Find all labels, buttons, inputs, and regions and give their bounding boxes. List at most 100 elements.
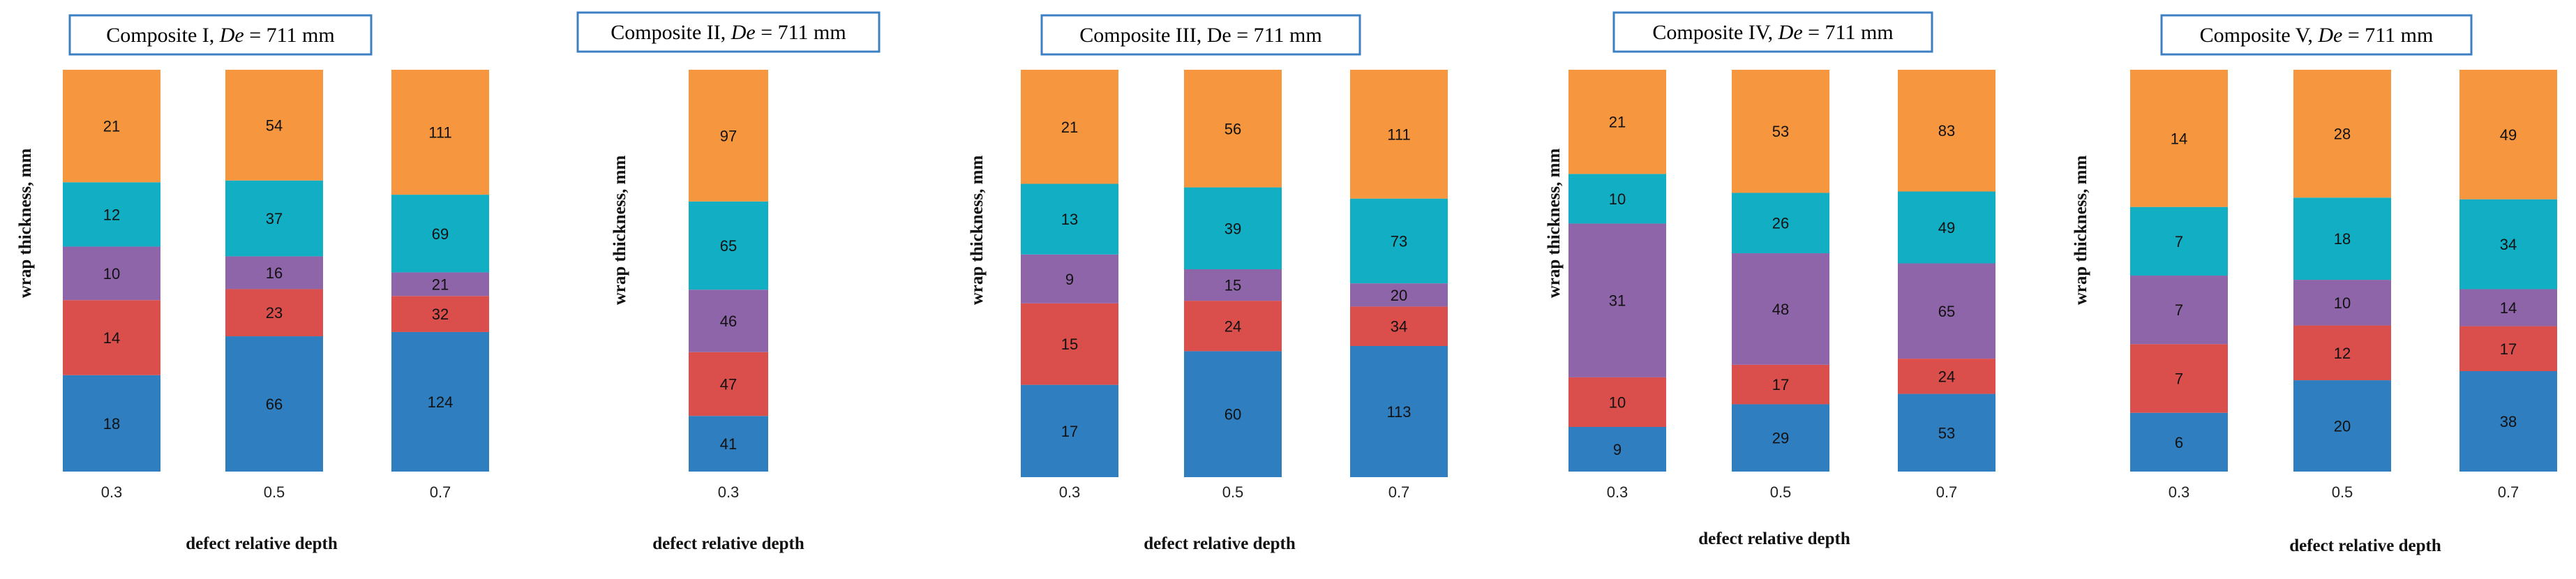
chart-title-box (1612, 11, 1933, 53)
data-label: 9 (1613, 441, 1622, 458)
bar-segment-0.7-layer4 (2459, 199, 2557, 290)
data-label: 17 (1061, 423, 1078, 440)
data-label: 60 (1225, 406, 1241, 423)
bar-segment-0.5-layer5 (1732, 70, 1829, 193)
bar-segment-0.5-layer4 (1732, 193, 1829, 254)
data-label: 12 (103, 206, 120, 223)
y-axis-label: wrap thickness, mm (611, 156, 629, 306)
data-label: 34 (2500, 236, 2517, 253)
data-label: 24 (1938, 368, 1955, 385)
chart-panel-5: Composite V, De = 711 mm wrap thickness, … (2072, 14, 2557, 555)
bar-segment-0.3-layer5 (1568, 70, 1666, 174)
data-label: 46 (720, 313, 737, 330)
chart-title: Composite V, De = 711 mm (2200, 24, 2434, 47)
data-label: 10 (1609, 393, 1626, 411)
data-label: 16 (266, 264, 283, 282)
bar-segment-0.5-layer5 (2293, 70, 2391, 198)
bar-segment-0.3-layer5 (63, 70, 160, 183)
bar-segment-0.5-layer3 (225, 256, 323, 290)
bar-segment-0.3-layer2 (1568, 377, 1666, 427)
bar-segment-0.3-layer1 (1568, 427, 1666, 472)
data-label: 14 (2500, 299, 2517, 317)
chart-title-box (68, 14, 373, 56)
bar-segment-0.5-layer1 (2293, 380, 2391, 472)
data-label: 56 (1225, 120, 1241, 137)
bar-segment-0.3-layer4 (2130, 206, 2228, 276)
bar-segment-0.7-layer5 (2459, 70, 2557, 200)
data-label: 7 (2175, 301, 2183, 319)
data-label: 7 (2175, 233, 2183, 250)
bar-segment-0.7-layer5 (1350, 70, 1448, 199)
data-label: 21 (103, 118, 120, 135)
data-label: 6 (2175, 434, 2183, 451)
bar-segment-0.7-layer5 (391, 70, 489, 195)
bar-segment-0.7-layer2 (1898, 359, 1995, 394)
data-label: 111 (1387, 126, 1410, 143)
data-label: 18 (2334, 230, 2351, 248)
chart-title-box (1040, 14, 1361, 56)
data-label: 17 (1772, 376, 1789, 393)
bar-segment-0.7-layer2 (1350, 306, 1448, 346)
chart-title: Composite III, De = 711 mm (1079, 24, 1321, 47)
data-label: 29 (1772, 430, 1789, 447)
data-label: 111 (428, 124, 451, 142)
data-label: 12 (2334, 345, 2351, 362)
bar-segment-0.3-layer4 (689, 201, 768, 290)
x-tick-label: 0.3 (718, 483, 740, 501)
bar-segment-0.3-layer1 (1021, 384, 1118, 477)
data-label: 65 (720, 237, 737, 255)
data-label: 31 (1609, 292, 1626, 310)
data-label: 18 (103, 415, 120, 433)
bar-segment-0.5-layer2 (225, 289, 323, 337)
data-label: 21 (1609, 114, 1626, 131)
bar-segment-0.7-layer1 (391, 331, 489, 472)
bar-segment-0.3-layer3 (1568, 223, 1666, 377)
bar-segment-0.5-layer4 (225, 180, 323, 257)
x-tick-label: 0.7 (2498, 483, 2519, 501)
data-label: 13 (1061, 211, 1078, 228)
bar-segment-0.7-layer2 (2459, 326, 2557, 371)
data-label: 53 (1772, 123, 1789, 140)
bar-segment-0.3-layer3 (2130, 276, 2228, 345)
bar-segment-0.5-layer2 (1184, 301, 1282, 352)
chart-title: Composite II, De = 711 mm (611, 21, 846, 44)
bar-segment-0.3-layer2 (1021, 303, 1118, 385)
y-axis-label: wrap thickness, mm (1545, 149, 1564, 299)
x-tick-label: 0.3 (2169, 483, 2190, 501)
data-label: 10 (1609, 190, 1626, 208)
bar-segment-0.5-layer4 (2293, 197, 2391, 280)
chart-panel-4: Composite IV, De = 711 mm wrap thickness,… (1545, 11, 1995, 548)
x-tick-label: 0.3 (1607, 483, 1628, 501)
data-label: 15 (1061, 336, 1078, 353)
x-tick-label: 0.7 (430, 483, 451, 501)
y-axis-label: wrap thickness, mm (16, 149, 35, 299)
data-label: 14 (103, 329, 120, 347)
x-axis-label: defect relative depth (1698, 529, 1850, 548)
chart-title-box (2160, 14, 2473, 56)
x-tick-label: 0.5 (1770, 483, 1792, 501)
bar-segment-0.7-layer3 (391, 272, 489, 296)
data-label: 41 (720, 435, 737, 453)
data-label: 49 (1938, 219, 1955, 236)
data-label: 37 (266, 210, 283, 227)
bar-segment-0.5-layer1 (1732, 404, 1829, 472)
bar-segment-0.7-layer3 (1350, 283, 1448, 307)
data-label: 113 (1386, 403, 1411, 421)
data-label: 38 (2500, 413, 2517, 430)
y-axis-label: wrap thickness, mm (2072, 156, 2090, 306)
y-axis-label: wrap thickness, mm (968, 156, 987, 306)
data-label: 97 (720, 127, 737, 144)
bar-segment-0.7-layer1 (1350, 345, 1448, 477)
data-label: 15 (1225, 277, 1241, 294)
bar-segment-0.5-layer5 (225, 70, 323, 181)
data-label: 23 (266, 304, 283, 322)
x-tick-label: 0.5 (1222, 483, 1244, 501)
bar-segment-0.3-layer1 (63, 375, 160, 472)
data-label: 54 (266, 116, 283, 134)
chart-title: Composite IV, De = 711 mm (1652, 21, 1893, 44)
bar-segment-0.3-layer3 (1021, 254, 1118, 303)
bar-segment-0.3-layer2 (63, 300, 160, 375)
data-label: 28 (2334, 126, 2351, 143)
bar-segment-0.7-layer1 (2459, 371, 2557, 472)
